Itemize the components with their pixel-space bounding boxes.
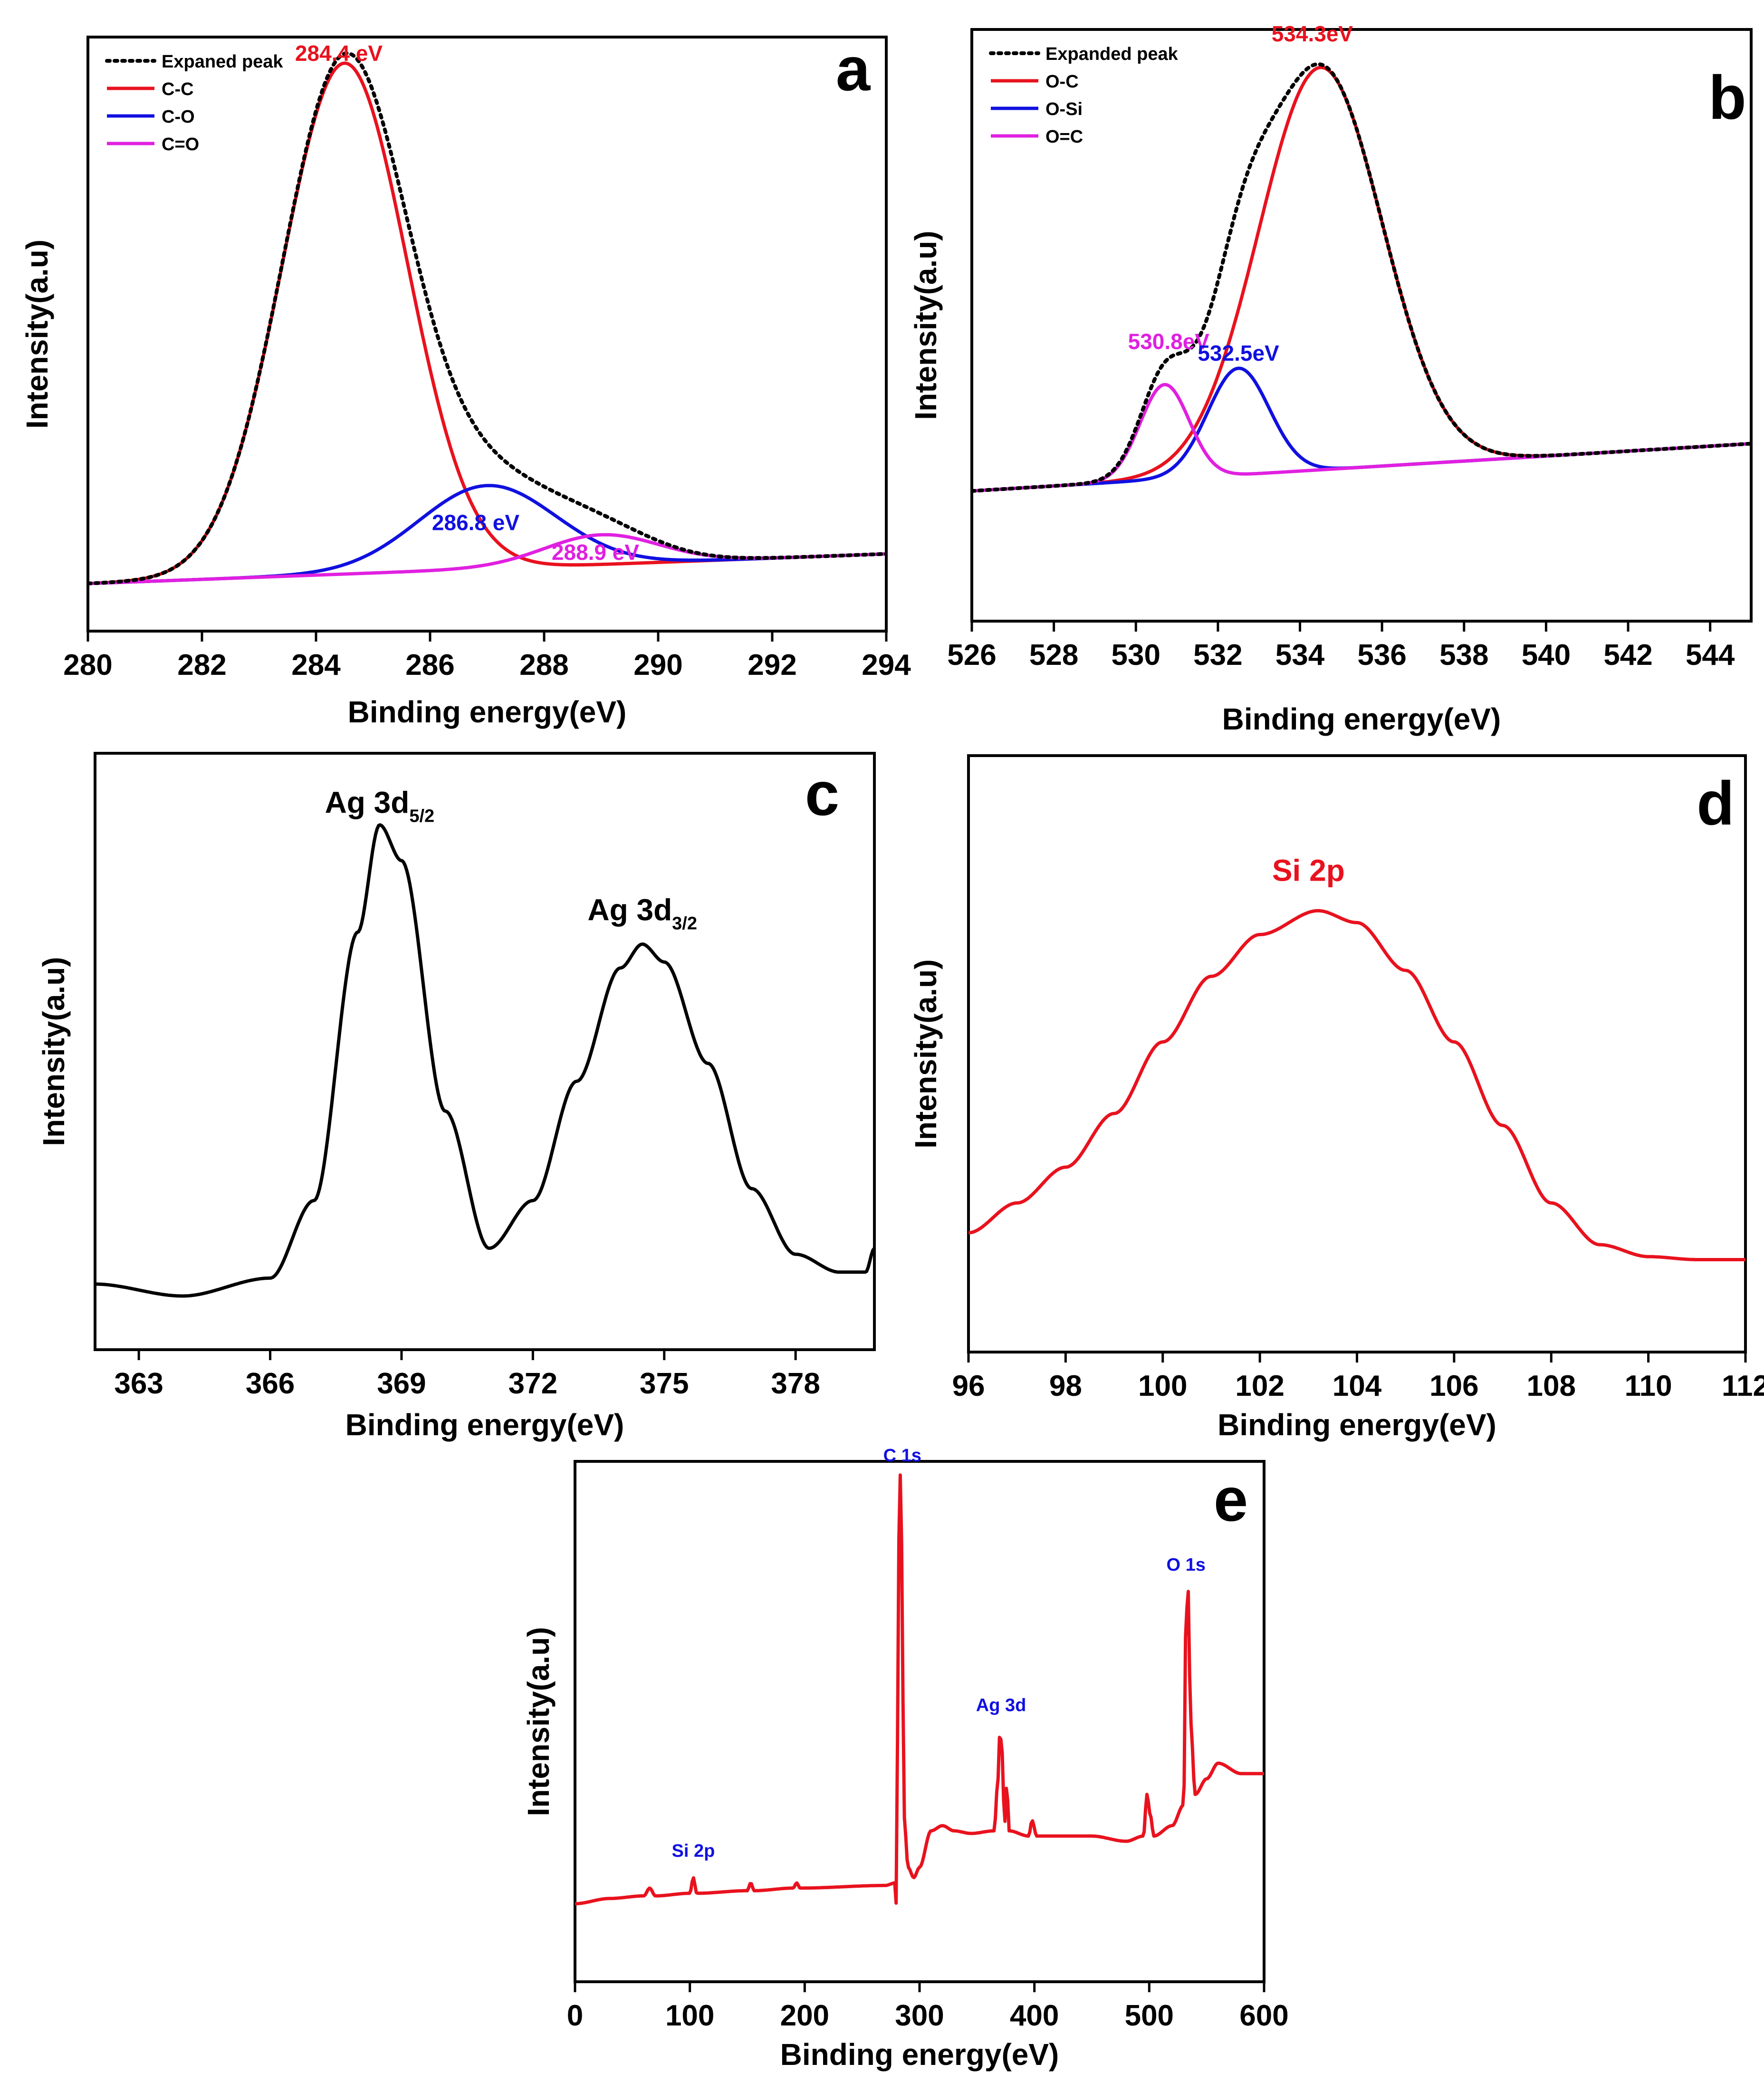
peak-label: 532.5eV — [1198, 341, 1279, 365]
peak-label-subscript: 5/2 — [409, 806, 434, 826]
x-tick-label: 102 — [1235, 1370, 1284, 1402]
x-tick-label: 106 — [1429, 1370, 1478, 1402]
peak-label: O 1s — [1166, 1555, 1205, 1575]
x-tick-label: 282 — [177, 649, 226, 681]
x-tick-label: 96 — [952, 1370, 985, 1402]
x-tick-label: 378 — [771, 1367, 820, 1400]
x-tick-label: 536 — [1357, 639, 1406, 672]
peak-label: 286.8 eV — [432, 510, 519, 535]
y-axis-label: Intensity(a.u) — [20, 240, 54, 429]
x-tick-label: 284 — [291, 649, 341, 681]
series-line-o-c — [972, 383, 1751, 493]
plot-frame — [574, 1460, 1265, 1983]
y-axis-label: Intensity(a.u) — [37, 957, 71, 1146]
x-tick-label: 532 — [1193, 639, 1242, 672]
series-line-survey — [575, 1473, 1264, 1906]
x-tick-label: 300 — [895, 1999, 944, 2032]
peak-label: 530.8eV — [1128, 329, 1210, 354]
peak-label: Ag 3d5/2 — [325, 786, 435, 826]
x-tick-label: 100 — [665, 1999, 714, 2032]
x-axis-label: Binding energy(eV) — [780, 2037, 1059, 2072]
x-tick-label: 363 — [114, 1367, 163, 1400]
peak-label: Ag 3d — [976, 1696, 1026, 1716]
legend-label: C-C — [162, 79, 194, 99]
x-tick-label: 366 — [246, 1367, 295, 1400]
series-line-expaned-peak — [88, 51, 886, 585]
x-tick-label: 542 — [1603, 639, 1652, 672]
x-tick-label: 400 — [1010, 1999, 1059, 2032]
x-axis-label: Binding energy(eV) — [1222, 702, 1501, 736]
x-tick-label: 372 — [508, 1367, 557, 1400]
legend-label: Expaned peak — [162, 52, 283, 72]
x-axis-label: Binding energy(eV) — [348, 695, 627, 729]
x-axis-label: Binding energy(eV) — [345, 1408, 624, 1442]
x-tick-label: 500 — [1125, 1999, 1174, 2032]
plot-frame — [94, 752, 876, 1351]
legend-label: Expanded peak — [1045, 44, 1179, 64]
x-tick-label: 280 — [63, 649, 112, 681]
y-axis-label: Intensity(a.u) — [521, 1627, 556, 1816]
panel-letter: e — [1214, 1465, 1248, 1534]
x-tick-label: 112 — [1722, 1370, 1764, 1402]
x-tick-label: 534 — [1275, 639, 1325, 672]
panel-letter: b — [1708, 63, 1746, 132]
plot-frame — [970, 28, 1753, 623]
peak-label: C 1s — [883, 1446, 921, 1466]
x-tick-label: 200 — [780, 1999, 829, 2032]
x-tick-label: 98 — [1049, 1370, 1082, 1402]
x-tick-label: 528 — [1029, 639, 1078, 672]
peak-label: 284.4 eV — [295, 41, 383, 66]
panel-letter: c — [805, 759, 839, 828]
legend-label: C=O — [162, 134, 199, 154]
series-line-c-c — [88, 61, 886, 585]
panel-e: 0 100 200 300 400 500 600 Binding energy(eV) Int… — [521, 1446, 1289, 2072]
panel-d: 96 98 100 102 104 106 108 110 112 Binding energy(… — [909, 754, 1764, 1442]
x-tick-label: 104 — [1333, 1370, 1382, 1402]
peak-label: Ag 3d3/2 — [587, 893, 697, 933]
legend-label: C-O — [162, 107, 195, 127]
x-tick-label: 369 — [377, 1367, 426, 1400]
panel-a: 280 282 284 286 288 290 292 294 Binding energy(e… — [20, 34, 911, 729]
x-tick-label: 0 — [567, 1999, 583, 2032]
x-tick-label: 375 — [640, 1367, 689, 1400]
x-axis-label: Binding energy(eV) — [1218, 1408, 1496, 1442]
x-tick-label: 286 — [405, 649, 454, 681]
peak-label-subscript: 3/2 — [672, 913, 697, 933]
series-line-expanded-peak — [972, 62, 1751, 493]
plot-frame — [86, 36, 888, 633]
x-tick-label: 100 — [1138, 1370, 1187, 1402]
x-tick-label: 294 — [862, 649, 911, 681]
series-line-o-c — [972, 66, 1751, 493]
panel-letter: a — [836, 34, 871, 104]
x-tick-label: 526 — [947, 639, 996, 672]
x-tick-label: 544 — [1686, 639, 1735, 672]
panel-c: 363 366 369 372 375 378 Binding energy(eV) Inte… — [37, 752, 876, 1442]
peak-label: 288.9 eV — [552, 540, 639, 565]
legend-label: O=C — [1045, 127, 1083, 147]
x-tick-label: 600 — [1239, 1999, 1288, 2032]
x-tick-label: 292 — [748, 649, 796, 681]
panel-b: 526 528 530 532 534 536 538 540 542 544 Binding en… — [909, 21, 1753, 736]
x-tick-label: 540 — [1522, 639, 1571, 672]
x-tick-label: 110 — [1625, 1370, 1672, 1402]
plot-frame — [967, 754, 1747, 1353]
x-tick-label: 108 — [1527, 1370, 1576, 1402]
x-tick-label: 290 — [633, 649, 682, 681]
peak-label: Si 2p — [672, 1841, 715, 1861]
y-axis-label: Intensity(a.u) — [909, 230, 943, 420]
legend-label: O-C — [1045, 72, 1079, 92]
series-line-si-2p — [968, 909, 1745, 1261]
legend-label: O-Si — [1045, 99, 1083, 119]
y-axis-label: Intensity(a.u) — [909, 959, 943, 1148]
series-line-ag-3d — [95, 823, 874, 1298]
peak-label: 534.3eV — [1272, 21, 1353, 46]
peak-label: Si 2p — [1272, 854, 1345, 888]
x-tick-label: 530 — [1112, 639, 1160, 672]
panel-letter: d — [1697, 768, 1734, 838]
x-tick-label: 538 — [1439, 639, 1488, 672]
series-line-o-si — [972, 366, 1751, 493]
x-tick-label: 288 — [519, 649, 568, 681]
